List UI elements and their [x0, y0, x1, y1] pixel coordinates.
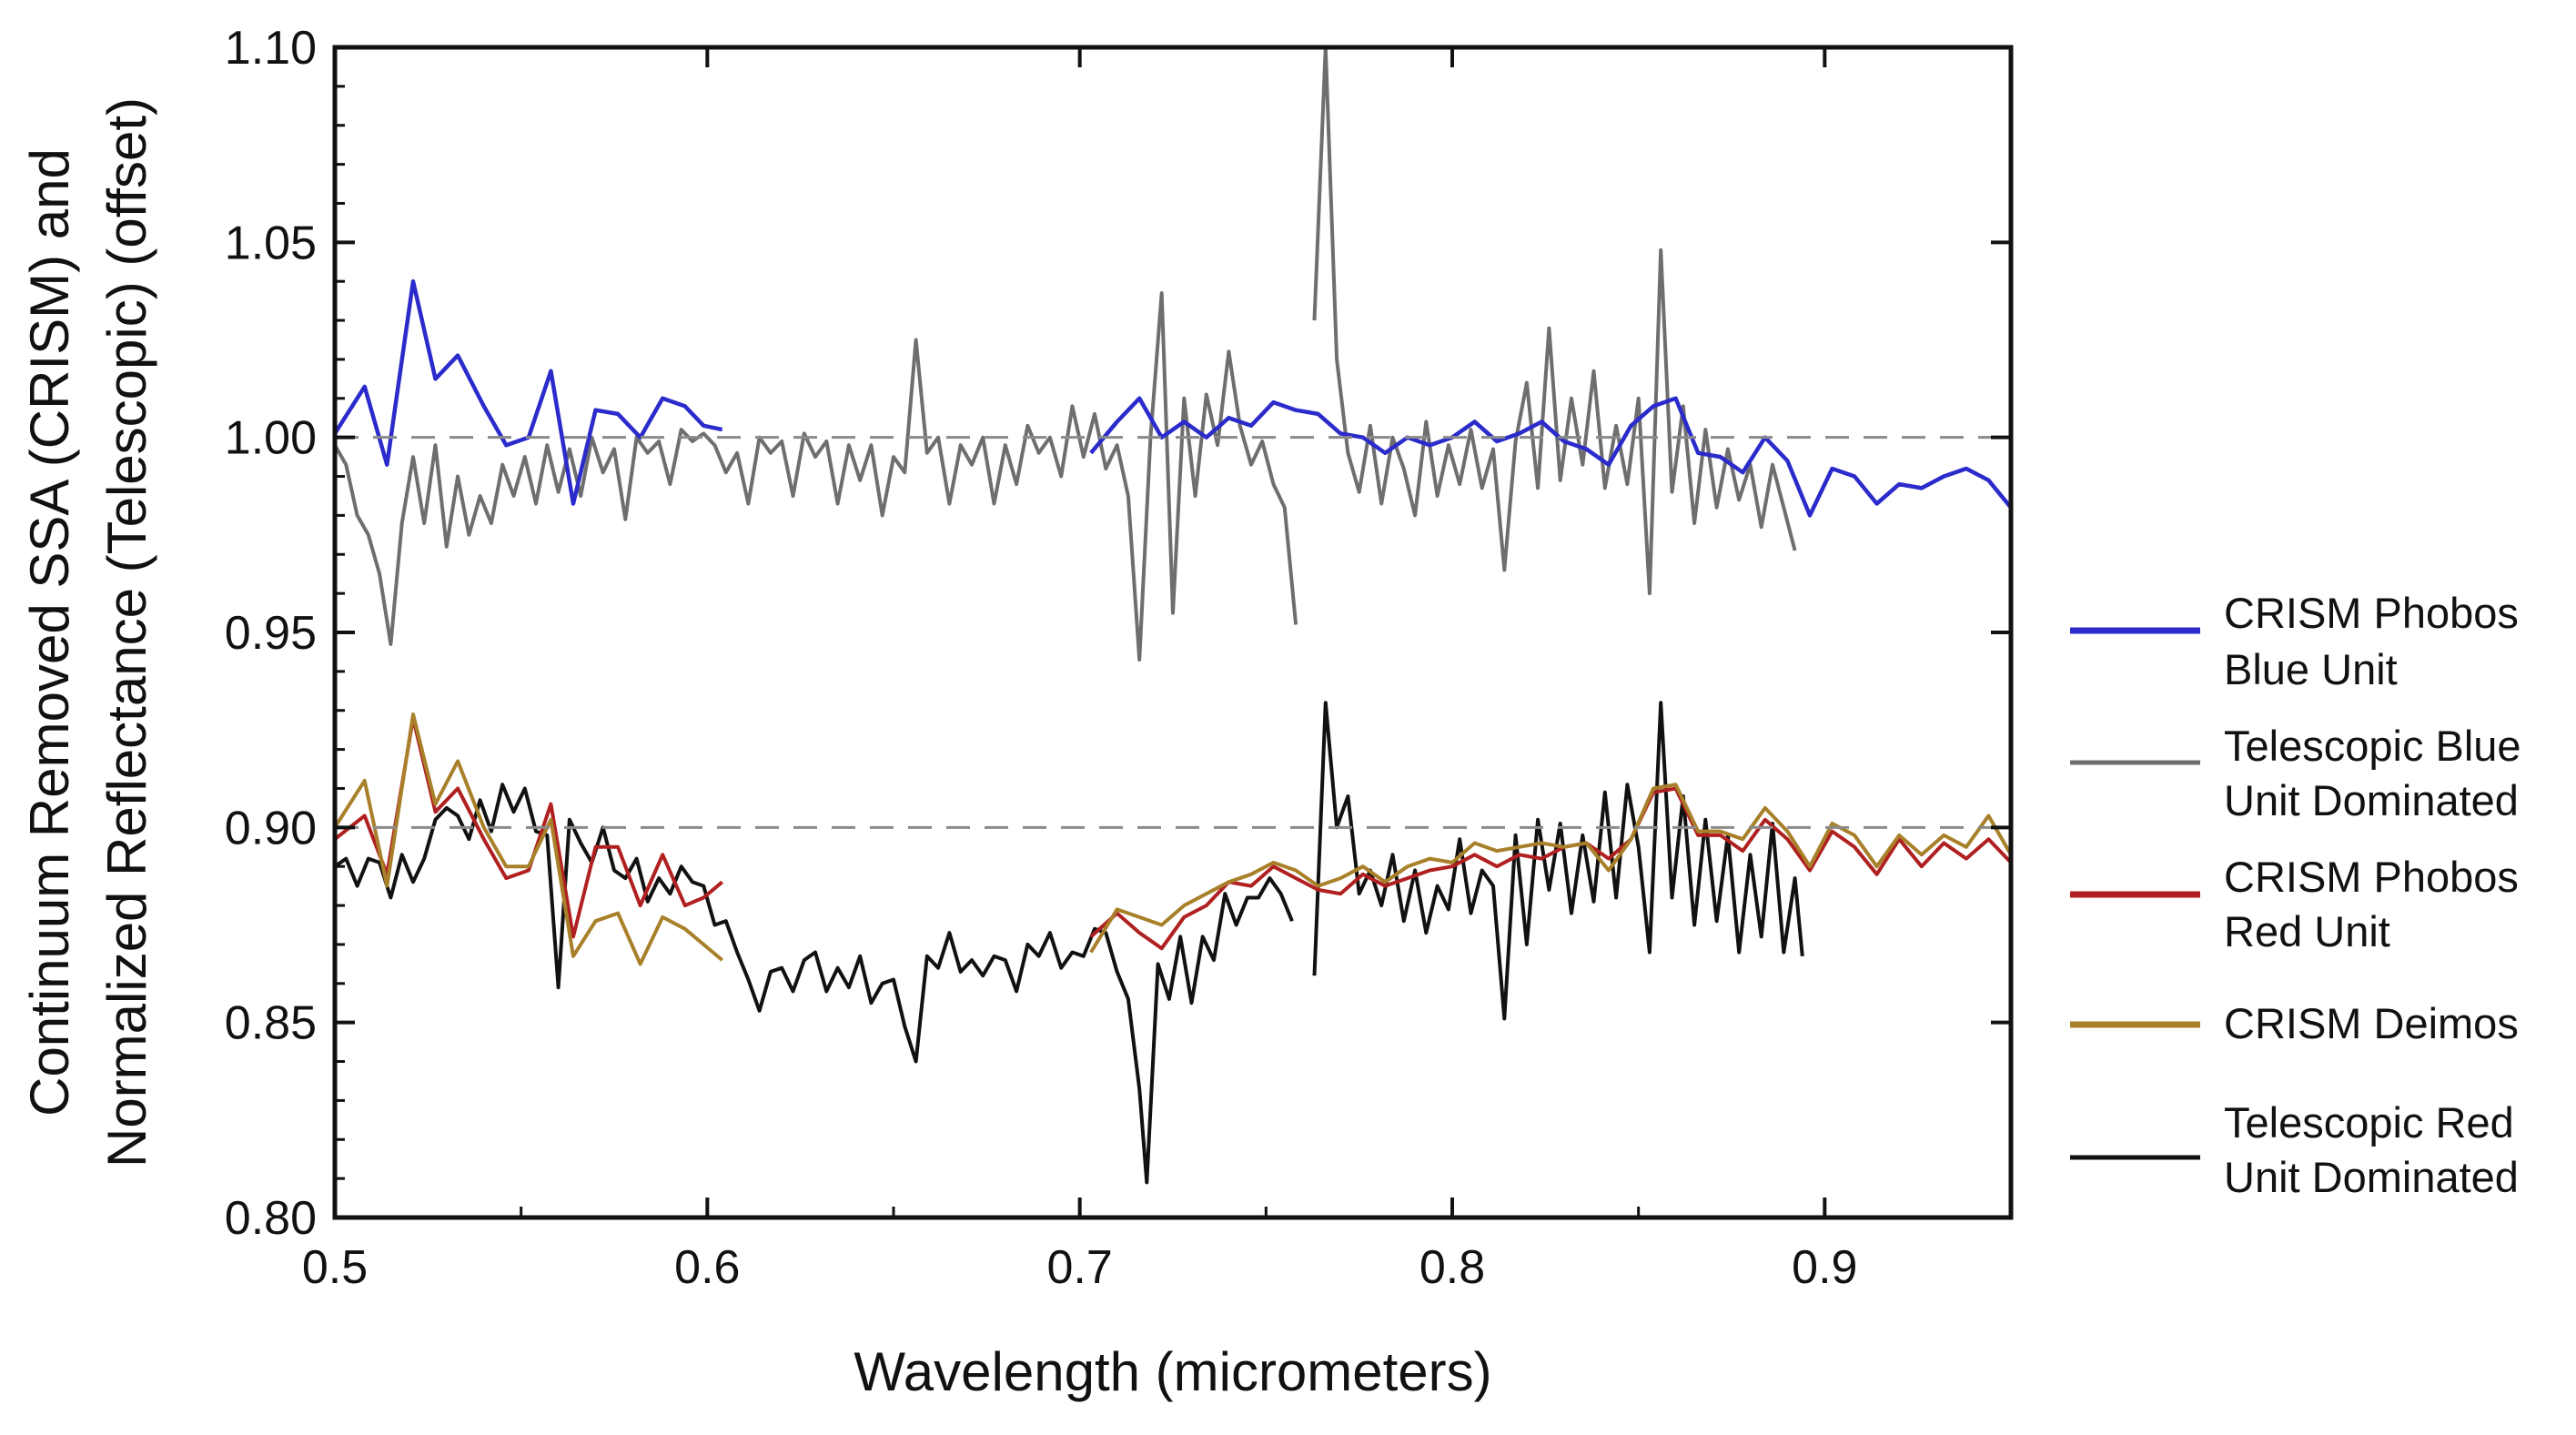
legend-item-crism-phobos-blue-unit: CRISM Phobos Blue Unit: [2070, 589, 2519, 693]
series-line-crism-deimos-1: [333, 712, 723, 966]
y-axis-title: Continuum Removed SSA (CRISM) and Normali…: [19, 97, 157, 1167]
legend-item-crism-phobos-red-unit: CRISM Phobos Red Unit: [2070, 853, 2519, 955]
y-tick-label: 1.05: [225, 217, 317, 269]
series-crism-deimos: [333, 712, 2013, 966]
x-tick-label: 0.5: [302, 1241, 368, 1294]
series-line-telescopic-blue-unit-dominated-2: [1312, 45, 1797, 596]
series-line-telescopic-red-unit-dominated-1: [333, 783, 1294, 1185]
legend-item-telescopic-red-unit-dominated: Telescopic Red Unit Dominated: [2070, 1098, 2519, 1201]
y-axis-title-line-1: Continuum Removed SSA (CRISM) and: [19, 148, 80, 1117]
y-axis-title-line-2: Normalized Reflectance (Telescopic) (off…: [96, 97, 157, 1167]
plot-frame: [332, 45, 2014, 1220]
legend-label: CRISM Phobos: [2224, 589, 2519, 637]
series-line-crism-phobos-red-unit-2: [1089, 786, 2013, 951]
legend-label: Telescopic Blue: [2224, 722, 2521, 770]
reference-lines: [335, 436, 2011, 829]
legend-label: CRISM Deimos: [2224, 999, 2519, 1047]
legend-label: Telescopic Red: [2224, 1098, 2514, 1147]
series-crism-phobos-blue-unit: [333, 278, 2013, 518]
series-telescopic-red-unit-dominated: [333, 701, 1804, 1185]
legend-label: Red Unit: [2224, 907, 2390, 955]
y-tick-label: 1.10: [225, 22, 317, 75]
legend-item-telescopic-blue-unit-dominated: Telescopic Blue Unit Dominated: [2070, 722, 2521, 824]
x-tick-label: 0.6: [674, 1241, 740, 1294]
x-axis-title: Wavelength (micrometers): [854, 1341, 1491, 1402]
x-tick-label: 0.7: [1047, 1241, 1113, 1294]
legend-label: Unit Dominated: [2224, 1153, 2519, 1201]
y-tick-label: 0.90: [225, 802, 317, 854]
y-tick-label: 1.00: [225, 412, 317, 465]
legend-label: CRISM Phobos: [2224, 853, 2519, 901]
x-tick-label: 0.8: [1419, 1241, 1485, 1294]
plot-lines: [333, 45, 2013, 1185]
legend-label: Blue Unit: [2224, 645, 2398, 693]
series-line-crism-phobos-blue-unit-1: [333, 278, 723, 506]
y-tick-label: 0.95: [225, 607, 317, 660]
series-line-telescopic-blue-unit-dominated-1: [333, 291, 1298, 662]
series-line-crism-deimos-2: [1089, 783, 2013, 954]
series-line-crism-phobos-blue-unit-2: [1089, 396, 2013, 518]
series-line-telescopic-red-unit-dominated-2: [1312, 701, 1804, 1021]
y-tick-label: 0.85: [225, 997, 317, 1050]
y-tick-label: 0.80: [225, 1192, 317, 1245]
x-tick-label: 0.9: [1792, 1241, 1857, 1294]
legend-item-crism-deimos: CRISM Deimos: [2070, 999, 2519, 1047]
legend-label: Unit Dominated: [2224, 776, 2519, 824]
axis-ticks: 0.5 0.6 0.7 0.8 0.9 0.80 0.85 0.90 0.95 1.00 1.05 1…: [225, 22, 2011, 1294]
series-telescopic-blue-unit-dominated: [333, 45, 1797, 662]
legend: CRISM Phobos Blue Unit Telescopic Blue Uni…: [2070, 589, 2521, 1201]
